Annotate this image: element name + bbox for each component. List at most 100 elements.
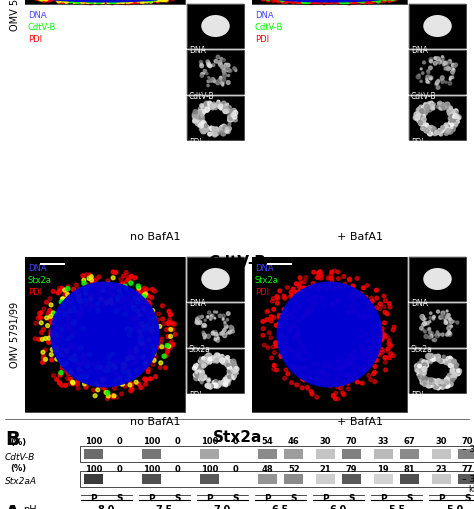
Circle shape (199, 109, 202, 114)
Circle shape (160, 337, 164, 341)
Text: 7.0: 7.0 (214, 505, 231, 509)
Circle shape (59, 0, 63, 1)
Circle shape (420, 381, 424, 384)
Circle shape (361, 0, 365, 3)
Circle shape (422, 372, 426, 375)
Circle shape (208, 311, 211, 314)
Circle shape (387, 0, 391, 2)
Circle shape (219, 332, 222, 335)
Circle shape (123, 284, 127, 288)
Circle shape (121, 362, 125, 366)
Circle shape (66, 327, 70, 331)
Circle shape (56, 333, 60, 337)
Circle shape (141, 356, 145, 359)
Circle shape (128, 380, 131, 383)
Circle shape (340, 369, 344, 372)
Circle shape (146, 308, 150, 312)
Circle shape (79, 0, 82, 2)
Circle shape (447, 129, 453, 134)
Circle shape (336, 0, 340, 4)
Circle shape (216, 311, 218, 313)
Circle shape (130, 0, 134, 3)
Circle shape (299, 342, 302, 345)
Circle shape (222, 318, 224, 320)
Circle shape (441, 79, 445, 83)
Circle shape (64, 367, 68, 371)
Circle shape (105, 363, 109, 367)
Circle shape (222, 319, 224, 321)
Circle shape (444, 127, 446, 130)
Circle shape (375, 339, 379, 343)
Text: 0: 0 (175, 438, 181, 446)
Circle shape (362, 351, 365, 355)
Circle shape (374, 288, 378, 292)
Circle shape (427, 353, 432, 358)
Circle shape (81, 358, 85, 361)
Circle shape (200, 64, 203, 68)
Circle shape (354, 295, 358, 298)
Circle shape (148, 377, 152, 381)
Circle shape (450, 369, 455, 374)
Circle shape (108, 0, 112, 3)
Bar (84, 449, 102, 459)
Circle shape (154, 0, 158, 1)
Circle shape (443, 125, 447, 128)
Circle shape (342, 364, 346, 368)
Circle shape (309, 302, 313, 306)
Circle shape (129, 1, 133, 4)
Circle shape (85, 284, 89, 288)
Circle shape (55, 0, 59, 1)
Circle shape (202, 357, 206, 360)
Circle shape (221, 356, 226, 361)
Circle shape (430, 354, 434, 357)
Circle shape (232, 110, 235, 112)
Circle shape (210, 65, 211, 67)
Circle shape (266, 309, 270, 313)
Circle shape (110, 0, 114, 4)
Circle shape (203, 131, 206, 133)
Circle shape (80, 0, 83, 2)
Circle shape (422, 366, 427, 372)
Circle shape (449, 119, 453, 122)
Circle shape (219, 63, 222, 67)
Circle shape (438, 79, 439, 81)
Circle shape (202, 325, 204, 328)
Circle shape (111, 276, 115, 280)
Circle shape (418, 108, 421, 111)
Circle shape (438, 60, 441, 63)
Circle shape (213, 311, 216, 313)
Text: 21: 21 (319, 465, 331, 473)
Circle shape (388, 339, 391, 343)
Circle shape (447, 108, 450, 112)
Circle shape (298, 0, 302, 4)
Circle shape (90, 275, 93, 278)
Circle shape (133, 0, 137, 2)
Circle shape (421, 370, 424, 373)
Circle shape (340, 382, 344, 386)
Circle shape (280, 0, 283, 1)
Circle shape (171, 343, 175, 347)
Circle shape (46, 0, 50, 2)
Circle shape (344, 360, 347, 364)
Circle shape (291, 323, 295, 326)
Circle shape (199, 116, 202, 120)
Circle shape (139, 330, 143, 334)
Circle shape (421, 328, 424, 331)
Circle shape (128, 0, 132, 2)
Circle shape (41, 354, 46, 358)
Circle shape (365, 0, 368, 4)
Bar (409, 257, 466, 301)
Circle shape (151, 312, 155, 316)
Circle shape (451, 112, 454, 115)
Text: + BafA1: + BafA1 (337, 232, 383, 242)
Circle shape (308, 286, 311, 290)
Circle shape (71, 332, 74, 336)
Circle shape (312, 270, 316, 274)
Circle shape (445, 377, 448, 381)
Circle shape (324, 372, 328, 375)
Circle shape (141, 0, 145, 3)
Circle shape (150, 0, 154, 2)
Circle shape (441, 56, 444, 60)
Circle shape (53, 312, 57, 316)
Circle shape (228, 375, 231, 379)
